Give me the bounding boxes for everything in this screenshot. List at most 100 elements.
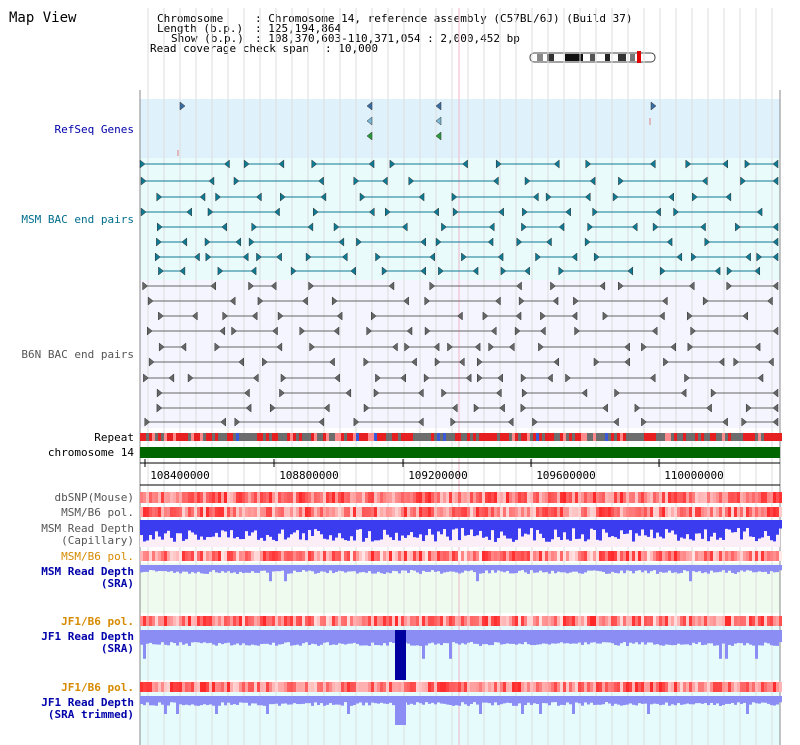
dbsnp-strip-cell [437, 492, 440, 503]
repeat-segment [215, 433, 218, 441]
jf1-trim-depth-bar [500, 696, 503, 705]
repeat-track [140, 433, 782, 441]
msm-b6-pol-strip-2-cell [326, 551, 329, 561]
msm-b6-pol-strip-2-cell [266, 551, 269, 561]
msm-sra-depth-bar [734, 565, 737, 574]
jf1-b6-pol-strip-cell [674, 616, 677, 626]
jf1-b6-pol-strip-2-cell [617, 682, 620, 692]
msm-capillary-depth-bar [182, 520, 185, 541]
jf1-b6-pol-strip-2-cell [749, 682, 752, 692]
jf1-sra-depth-bar [383, 630, 386, 644]
msm-b6-pol-strip-cell [413, 507, 416, 517]
msm-sra-depth-bar [656, 565, 659, 574]
msm-sra-depth-bar [668, 565, 671, 571]
msm-sra-depth-bar [728, 565, 731, 571]
repeat-segment [422, 433, 425, 441]
msm-b6-pol-strip-cell [443, 507, 446, 517]
msm-b6-pol-strip-2-cell [512, 551, 515, 561]
msm-capillary-depth-bar [299, 520, 302, 540]
repeat-segment [761, 433, 764, 441]
msm-b6-pol-strip-2-cell [194, 551, 197, 561]
b6n-bac-pairs-end [718, 357, 725, 367]
jf1-trim-depth-bar [677, 696, 680, 704]
jf1-b6-pol-strip-2-cell [608, 682, 611, 692]
msm-b6-pol-strip-2-cell [191, 551, 194, 561]
jf1-b6-pol-strip-cell [434, 616, 437, 626]
jf1-b6-pol-strip-cell [257, 616, 260, 626]
msm-b6-pol-label-2: MSM/B6 pol. [61, 550, 134, 563]
dbsnp-strip-cell [245, 492, 248, 503]
msm-capillary-depth-bar [761, 520, 764, 538]
repeat-segment [500, 433, 503, 441]
dbsnp-strip-cell [356, 492, 359, 503]
msm-capillary-depth-bar [734, 520, 737, 533]
msm-sra-depth-bar [647, 565, 650, 574]
jf1-trim-depth-bar [488, 696, 491, 704]
jf1-b6-pol-strip-2-cell [437, 682, 440, 692]
jf1-b6-pol-strip-2-cell [233, 682, 236, 692]
jf1-b6-pol-strip-cell [689, 616, 692, 626]
jf1-b6-pol-strip-2-cell [779, 682, 782, 692]
msm-sra-depth-bar [767, 565, 770, 574]
b6n-bac-pairs-end [238, 357, 244, 367]
msm-sra-depth-bar [302, 565, 305, 571]
msm-capillary-depth-bar [374, 520, 377, 541]
msm-capillary-depth-bar [338, 520, 341, 534]
repeat-segment [662, 433, 665, 441]
jf1-trim-depth-bar [212, 696, 215, 706]
msm-sra-depth-bar [188, 565, 191, 574]
jf1-b6-pol-strip-cell [716, 616, 719, 626]
msm-sra-depth-bar [362, 565, 365, 573]
msm-capillary-depth-bar [557, 520, 560, 538]
msm-capillary-depth-bar [233, 520, 236, 539]
msm-bac-pairs-end [565, 207, 571, 217]
dbsnp-strip-cell [494, 492, 497, 503]
msm-bac-pairs-end [553, 159, 560, 169]
msm-bac-pairs-end [772, 222, 779, 232]
repeat-segment [296, 433, 299, 441]
msm-b6-pol-strip-2-cell [350, 551, 353, 561]
msm-b6-pol-strip-2-cell [656, 551, 659, 561]
b6n-bac-label[interactable]: B6N BAC end pairs [21, 348, 134, 361]
msm-sra-depth-bar [269, 565, 272, 582]
msm-b6-pol-strip-cell [236, 507, 239, 517]
msm-sra-depth-bar [485, 565, 488, 571]
repeat-segment [452, 433, 455, 441]
msm-b6-pol-strip-2-cell [401, 551, 404, 561]
jf1-b6-pol-strip-2-cell [422, 682, 425, 692]
refseq-gene-3 [650, 101, 657, 111]
msm-b6-pol-strip-cell [635, 507, 638, 517]
jf1-sra-depth-bar [668, 630, 671, 645]
refseq-genes-label[interactable]: RefSeq Genes [54, 123, 134, 136]
repeat-segment [632, 433, 635, 441]
b6n-bac-pairs-end [476, 357, 483, 367]
ideogram-band [605, 54, 610, 61]
repeat-segment [626, 433, 629, 441]
repeat-segment [341, 433, 344, 441]
jf1-b6-pol-strip-2-cell [263, 682, 266, 692]
jf1-trim-depth-bar [689, 696, 692, 705]
jf1-sra-depth-bar [425, 630, 428, 646]
msm-bac-label[interactable]: MSM BAC end pairs [21, 213, 134, 226]
b6n-bac-pairs-end [552, 296, 559, 306]
b6n-bac-pairs-end [520, 373, 527, 383]
jf1-b6-pol-strip-cell [560, 616, 563, 626]
msm-b6-pol-strip-cell [548, 507, 551, 517]
jf1-b6-pol-strip-cell [566, 616, 569, 626]
jf1-trim-depth-bar [482, 696, 485, 703]
jf1-trim-depth-bar [236, 696, 239, 705]
dbsnp-strip-cell [524, 492, 527, 503]
jf1-sra-depth-bar [590, 630, 593, 643]
b6n-bac-pairs-end [220, 417, 226, 427]
repeat-segment [551, 433, 554, 441]
b6n-bac-pairs-end [400, 373, 406, 383]
dbsnp-strip-cell [758, 492, 761, 503]
jf1-trim-depth-bar [197, 696, 200, 706]
jf1-b6-pol-strip-2-cell [470, 682, 473, 692]
b6n-bac-pairs-end [661, 296, 668, 306]
msm-sra-depth-bar [608, 565, 611, 574]
jf1-trim-depth-bar [251, 696, 254, 704]
dbsnp-strip-cell [284, 492, 287, 503]
jf1-sra-depth-bar [680, 630, 683, 645]
